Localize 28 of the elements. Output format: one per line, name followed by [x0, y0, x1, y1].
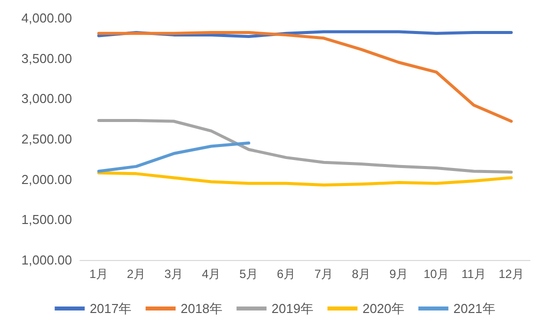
line-series — [97, 31, 513, 123]
x-tick-label: 8月 — [352, 267, 371, 281]
x-tick-label: 2月 — [126, 267, 146, 281]
y-tick-label: 1,500.00 — [21, 212, 72, 228]
legend-label: 2019年 — [272, 301, 314, 316]
x-tick-label: 9月 — [389, 267, 408, 281]
y-tick-label: 1,000.00 — [21, 252, 72, 268]
y-tick-label: 2,500.00 — [21, 132, 72, 146]
x-tick-label: 11月 — [462, 267, 486, 281]
legend-label: 2017年 — [90, 301, 132, 316]
x-tick-label: 5月 — [239, 267, 258, 281]
y-tick-label: 3,000.00 — [21, 91, 72, 106]
legend-label: 2021年 — [453, 301, 496, 316]
y-tick-label: 2,000.00 — [21, 172, 72, 187]
x-tick-label: 7月 — [314, 267, 334, 281]
y-tick-label: 4,000.00 — [21, 10, 72, 26]
line-series — [97, 171, 513, 186]
y-tick-label: 3,500.00 — [21, 50, 72, 66]
x-tick-label: 4月 — [202, 267, 221, 281]
line-series — [97, 118, 513, 174]
legend-label: 2020年 — [362, 301, 404, 316]
x-tick-label: 6月 — [276, 267, 296, 281]
legend-label: 2018年 — [180, 301, 223, 316]
x-tick-label: 10月 — [424, 267, 449, 281]
x-tick-label: 3月 — [164, 267, 184, 281]
x-tick-label: 12月 — [498, 267, 524, 281]
x-tick-label: 1月 — [89, 267, 108, 281]
line-series — [97, 142, 250, 173]
